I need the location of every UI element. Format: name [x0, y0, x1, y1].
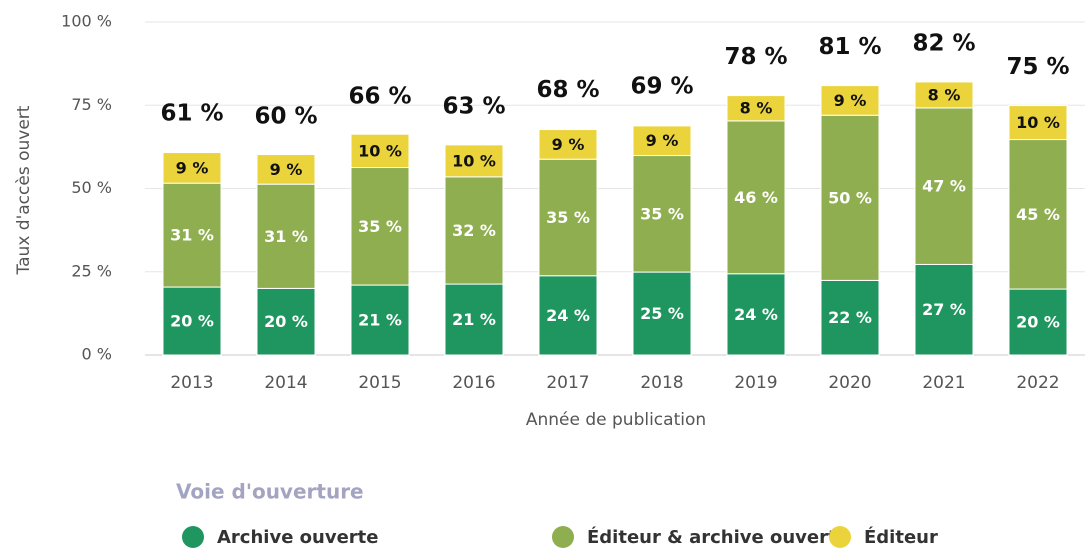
x-tick-label: 2017 [546, 373, 589, 393]
total-label: 69 % [630, 74, 693, 100]
bar-segment [820, 114, 880, 281]
data-label: 24 % [734, 305, 778, 324]
bar-segment [1008, 105, 1068, 141]
bar-segment [1008, 139, 1068, 290]
y-tick-label: 75 % [71, 95, 112, 114]
bar-segment [820, 85, 880, 116]
data-label: 24 % [546, 306, 590, 325]
data-label: 25 % [640, 304, 684, 323]
x-tick-label: 2022 [1016, 373, 1059, 393]
bar-segment [538, 275, 598, 356]
total-label: 82 % [912, 30, 975, 56]
x-tick-label: 2021 [922, 373, 965, 393]
bar-segment [632, 155, 692, 273]
bar-segment [444, 176, 504, 285]
legend-label: Éditeur [864, 526, 938, 548]
data-label: 10 % [1016, 113, 1060, 132]
data-label: 35 % [358, 217, 402, 236]
data-label: 8 % [928, 85, 961, 104]
bar-segment [726, 120, 786, 275]
total-label: 81 % [818, 34, 881, 60]
bar-segment [350, 284, 410, 356]
data-label: 9 % [646, 131, 679, 150]
data-label: 10 % [358, 141, 402, 160]
x-tick-label: 2014 [264, 373, 307, 393]
y-tick-label: 50 % [71, 178, 112, 197]
x-tick-label: 2015 [358, 373, 401, 393]
data-label: 8 % [740, 99, 773, 118]
bar-segment [1008, 288, 1068, 356]
bar-segment [632, 125, 692, 157]
total-label: 61 % [160, 100, 223, 126]
data-label: 47 % [922, 177, 966, 196]
y-axis-label: Taux d'accès ouvert [14, 105, 34, 275]
legend-marker [829, 526, 851, 548]
data-label: 9 % [552, 135, 585, 154]
legend-marker [182, 526, 204, 548]
data-label: 22 % [828, 308, 872, 327]
bar-segment [914, 263, 974, 356]
x-tick-label: 2013 [170, 373, 213, 393]
bar-segment [726, 273, 786, 356]
bar-segment [162, 152, 222, 184]
data-label: 9 % [834, 91, 867, 110]
total-label: 78 % [724, 44, 787, 70]
bar-segment [914, 81, 974, 109]
data-label: 9 % [270, 160, 303, 179]
total-label: 75 % [1006, 54, 1069, 80]
bar-segment [538, 129, 598, 160]
x-tick-label: 2019 [734, 373, 777, 393]
bar-segment [726, 95, 786, 122]
data-label: 20 % [1016, 313, 1060, 332]
bar-segment [444, 283, 504, 356]
total-label: 60 % [254, 104, 317, 130]
bar-segment [632, 271, 692, 356]
data-label: 31 % [170, 226, 214, 245]
data-label: 20 % [264, 312, 308, 331]
legend-label: Éditeur & archive ouverte [587, 526, 849, 548]
legend-label: Archive ouverte [217, 527, 378, 548]
total-label: 66 % [348, 84, 411, 110]
bar-segment [538, 158, 598, 277]
bar-segment [162, 182, 222, 288]
data-label: 31 % [264, 227, 308, 246]
y-tick-label: 100 % [61, 12, 112, 31]
data-label: 20 % [170, 312, 214, 331]
legend-title: Voie d'ouverture [176, 480, 364, 504]
legend-marker [552, 526, 574, 548]
total-label: 68 % [536, 77, 599, 103]
bar-segment [256, 154, 316, 185]
data-label: 46 % [734, 188, 778, 207]
x-tick-label: 2016 [452, 373, 495, 393]
bar-segment [162, 286, 222, 356]
x-axis-label: Année de publication [526, 410, 706, 430]
data-label: 21 % [452, 310, 496, 329]
data-label: 32 % [452, 221, 496, 240]
data-label: 27 % [922, 300, 966, 319]
data-label: 50 % [828, 188, 872, 207]
bar-segment [350, 133, 410, 169]
data-label: 21 % [358, 311, 402, 330]
x-tick-label: 2020 [828, 373, 871, 393]
data-label: 45 % [1016, 205, 1060, 224]
y-tick-label: 25 % [71, 261, 112, 280]
data-label: 10 % [452, 151, 496, 170]
x-tick-label: 2018 [640, 373, 683, 393]
data-label: 35 % [640, 204, 684, 223]
data-label: 35 % [546, 208, 590, 227]
data-label: 9 % [176, 158, 209, 177]
bar-segment [444, 144, 504, 178]
y-tick-label: 0 % [82, 345, 112, 364]
bar-segment [350, 167, 410, 286]
bar-segment [820, 279, 880, 356]
total-label: 63 % [442, 94, 505, 120]
bar-segment [914, 107, 974, 265]
